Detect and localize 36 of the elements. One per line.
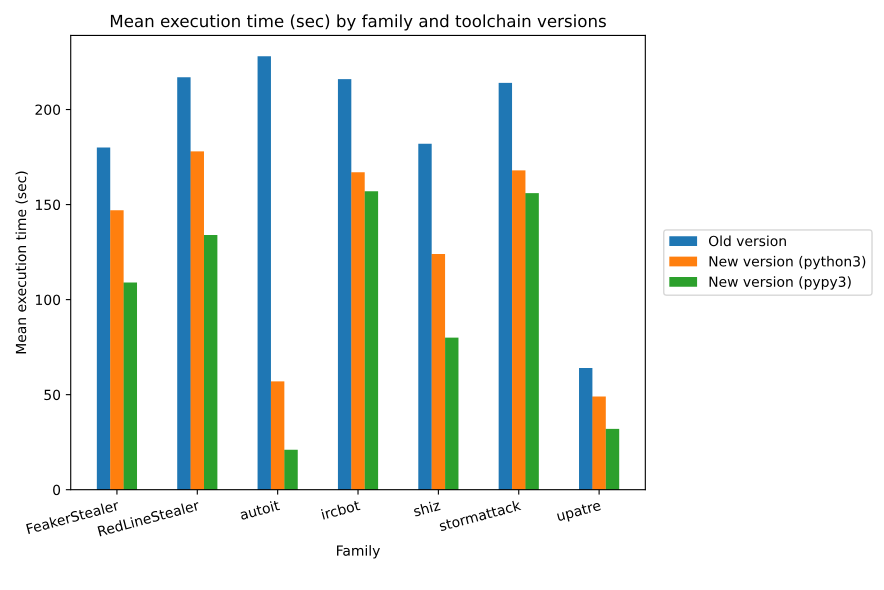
bar [351, 172, 365, 490]
bar [110, 210, 124, 490]
bar [124, 282, 138, 490]
bar [606, 428, 620, 490]
legend-label: Old version [708, 235, 786, 246]
bar [204, 234, 218, 490]
x-tick-label: autoit [239, 500, 280, 520]
legend-label: New version (python3) [710, 256, 866, 270]
bar [190, 151, 204, 490]
x-tick-label: shiz [412, 500, 441, 517]
bar [498, 82, 512, 490]
bar [525, 193, 539, 490]
y-tick-label: 0 [53, 484, 60, 496]
bar [96, 148, 110, 490]
bar [284, 450, 298, 490]
x-tick-label: upatre [556, 500, 602, 524]
y-axis-title: Mean execution time (sec) [15, 172, 28, 354]
y-tick-label: 150 [36, 200, 60, 210]
legend-label: New version (pypy3) [710, 276, 851, 290]
bar [177, 77, 191, 490]
chart-title: Mean execution time (sec) by family and toolchain versions [110, 14, 606, 31]
bar [579, 368, 592, 490]
bar [258, 56, 271, 490]
x-axis-title: Family [337, 545, 380, 559]
bar [364, 191, 378, 490]
bar [338, 79, 352, 490]
bar [432, 254, 446, 490]
y-tick-label: 200 [36, 104, 60, 116]
y-tick-label: 50 [44, 390, 60, 400]
y-tick-label: 100 [36, 294, 60, 306]
bar [418, 144, 432, 490]
bar [445, 338, 458, 490]
bar [592, 396, 606, 490]
bar [512, 170, 526, 490]
x-tick-label: ircbot [320, 500, 360, 520]
bar [270, 381, 284, 490]
